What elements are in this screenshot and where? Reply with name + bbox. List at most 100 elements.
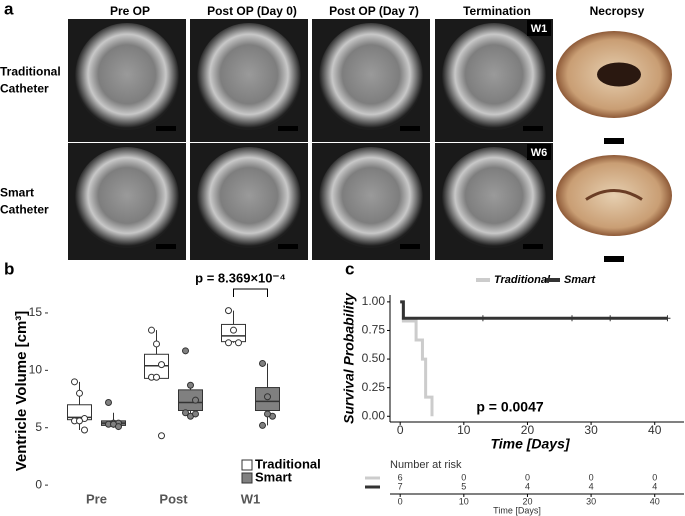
ct-image (75, 147, 179, 248)
scale-bar (278, 244, 298, 249)
scale-bar (523, 126, 543, 131)
row-label: Smart (0, 186, 34, 200)
scale-bar (523, 244, 543, 249)
row-label: Catheter (0, 82, 49, 96)
at-risk-count: 4 (652, 481, 657, 491)
panel-label: a (4, 0, 14, 18)
point (153, 373, 160, 381)
necropsy-photo (556, 155, 672, 236)
column-header: Necropsy (590, 4, 645, 18)
point (71, 378, 78, 386)
risk-x-tick-label: 20 (522, 496, 532, 506)
x-tick-label: Pre (86, 491, 107, 506)
at-risk-count: 6 (398, 472, 403, 482)
panel-label: c (345, 259, 354, 278)
point (76, 417, 83, 425)
column-header: Pre OP (110, 4, 150, 18)
risk-x-tick-label: 40 (650, 496, 660, 506)
column-header: Termination (463, 4, 531, 18)
point (225, 307, 232, 315)
annotation: p = 8.369×10⁻⁴ (195, 270, 286, 285)
hemorrhage (597, 62, 641, 87)
y-tick-label: 0.25 (362, 380, 386, 394)
censor-mark (607, 315, 614, 322)
tag-box (527, 20, 551, 36)
at-risk-count: 0 (525, 472, 530, 482)
x-tick-label: 10 (457, 423, 471, 437)
bracket (233, 288, 268, 297)
ct-image (319, 147, 423, 248)
scale-bar (604, 256, 624, 262)
point (105, 398, 112, 406)
point (182, 347, 189, 355)
legend-label: Smart (564, 274, 597, 286)
point (259, 359, 266, 367)
x-tick-label: 20 (521, 423, 535, 437)
scale-bar (400, 126, 420, 131)
x-axis-title: Time [Days] (490, 436, 570, 452)
point (264, 410, 271, 418)
risk-x-title: Time [Days] (493, 505, 541, 515)
point (187, 381, 194, 389)
y-tick-label: 0.75 (362, 323, 386, 337)
row-label: Traditional (0, 65, 61, 79)
tag: W1 (531, 23, 548, 35)
column-header: Post OP (Day 7) (329, 4, 419, 18)
point (182, 409, 189, 417)
at-risk-count: 0 (589, 472, 594, 482)
point (115, 423, 122, 431)
scale-bar (604, 138, 624, 144)
scale-bar (156, 244, 176, 249)
at-risk-count: 5 (461, 481, 466, 491)
ct-image (442, 23, 546, 130)
censor-mark (569, 315, 575, 322)
y-tick-label: 0.00 (362, 408, 386, 422)
y-tick-label: 0 (35, 477, 42, 491)
survival-curve (400, 300, 668, 320)
scale-bar (400, 244, 420, 249)
y-tick-label: 15 (29, 305, 43, 319)
y-axis-title: Ventricle Volume [cm³] (13, 311, 30, 472)
at-risk-count: 0 (652, 472, 657, 482)
risk-title: Number at risk (390, 459, 462, 471)
x-tick-label: W1 (241, 491, 261, 506)
scale-bar (156, 126, 176, 131)
point (158, 432, 165, 440)
risk-x-tick-label: 10 (459, 496, 469, 506)
scale-bar (278, 126, 298, 131)
legend-key (241, 459, 253, 471)
point (148, 326, 155, 334)
point (76, 389, 83, 397)
tag-box (527, 144, 551, 160)
tag: W6 (531, 147, 548, 159)
legend-label: Smart (255, 469, 293, 484)
point (264, 393, 271, 401)
legend-label: Traditional (494, 274, 551, 286)
ct-image (197, 23, 301, 130)
point (225, 339, 232, 347)
x-tick-label: 30 (584, 423, 598, 437)
at-risk-count: 0 (461, 472, 466, 482)
annotation: p = 0.0047 (476, 399, 544, 415)
ct-image (75, 23, 179, 130)
x-tick-label: 40 (648, 423, 662, 437)
y-tick-label: 10 (29, 363, 43, 377)
y-axis-title: Survival Probability (341, 292, 357, 424)
at-risk-count: 4 (525, 481, 530, 491)
ct-image (319, 23, 423, 130)
point (153, 340, 160, 348)
y-tick-label: 5 (35, 420, 42, 434)
point (158, 361, 165, 369)
point (235, 339, 242, 347)
x-tick-label: 0 (397, 423, 404, 437)
y-tick-label: 0.50 (362, 351, 386, 365)
at-risk-count: 4 (589, 481, 594, 491)
point (230, 326, 237, 334)
legend-key (241, 472, 253, 484)
ct-image (197, 147, 301, 248)
point (81, 426, 88, 434)
legend-label: Traditional (255, 456, 321, 471)
point (259, 421, 266, 429)
at-risk-count: 7 (398, 481, 403, 491)
risk-x-tick-label: 0 (398, 496, 403, 506)
